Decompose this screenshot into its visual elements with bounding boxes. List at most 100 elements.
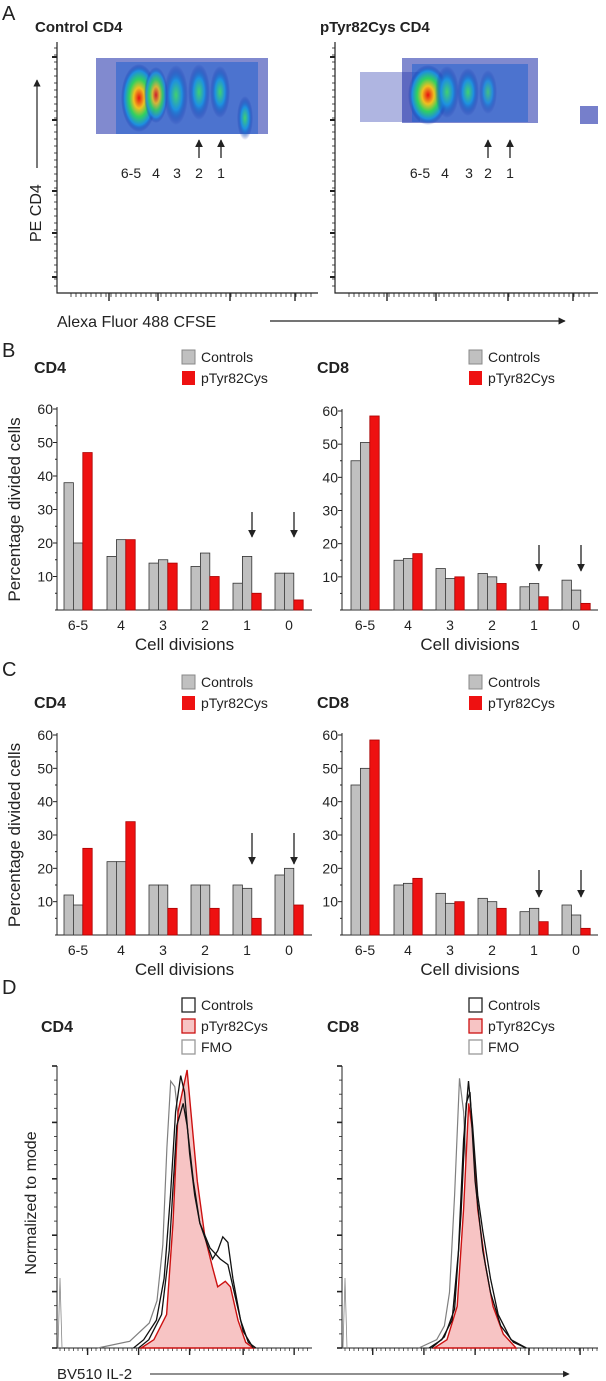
legend-label: pTyr82Cys bbox=[201, 695, 268, 711]
bar-pTyr82Cys-1 bbox=[251, 917, 262, 936]
bar-control2-0 bbox=[571, 589, 582, 611]
peak-4-blob bbox=[144, 67, 168, 123]
bar-control2-2 bbox=[486, 901, 498, 936]
y-tick-label: 30 bbox=[322, 827, 338, 843]
x-tick-label: 2 bbox=[488, 942, 496, 958]
panel-a-right-title: pTyr82Cys CD4 bbox=[320, 19, 430, 36]
histogram-control bbox=[138, 1103, 254, 1349]
panel-letter-c: C bbox=[2, 659, 16, 681]
y-tick-label: 30 bbox=[37, 502, 53, 518]
bar-pTyr82Cys-0 bbox=[580, 602, 591, 611]
bar-control1-2 bbox=[477, 573, 488, 611]
bar-control2-3 bbox=[157, 884, 169, 936]
legend-label: pTyr82Cys bbox=[201, 1018, 268, 1034]
scatter-cloud-edge bbox=[580, 106, 598, 124]
x-tick-label: 4 bbox=[117, 942, 125, 958]
y-tick-label: 10 bbox=[322, 569, 338, 585]
histogram-control bbox=[431, 1091, 527, 1349]
bar-pTyr82Cys-4 bbox=[412, 877, 423, 936]
peak-3-blob bbox=[164, 65, 188, 125]
legend-swatch-pTyr82Cys bbox=[469, 696, 482, 710]
bar-control1-0 bbox=[274, 572, 285, 611]
fmo-edge-spike bbox=[342, 1277, 348, 1349]
x-tick-label: 1 bbox=[243, 942, 251, 958]
x-axis-label: BV510 IL-2 bbox=[57, 1366, 132, 1381]
y-tick-label: 20 bbox=[37, 860, 53, 876]
y-tick-label: 30 bbox=[322, 503, 338, 519]
bar-pTyr82Cys-2 bbox=[496, 583, 507, 611]
panel-letter-d: D bbox=[2, 977, 16, 999]
y-tick-label: 60 bbox=[37, 401, 53, 417]
bar-pTyr82Cys-2 bbox=[209, 576, 220, 611]
peak-label: 2 bbox=[195, 165, 203, 181]
peak-label: 6-5 bbox=[410, 165, 430, 181]
bar-pTyr82Cys-0 bbox=[580, 927, 591, 936]
bar-control2-1 bbox=[529, 907, 540, 936]
chart-title: CD4 bbox=[34, 695, 66, 712]
x-tick-label: 0 bbox=[285, 617, 293, 633]
bar-control2-4 bbox=[402, 558, 414, 611]
x-tick-label: 4 bbox=[404, 942, 412, 958]
bar-pTyr82Cys-6-5 bbox=[82, 847, 93, 936]
y-tick-label: 30 bbox=[37, 827, 53, 843]
x-tick-label: 3 bbox=[446, 617, 454, 633]
peak-2-blob bbox=[479, 70, 497, 114]
y-tick-label: 40 bbox=[37, 468, 53, 484]
bar-control2-4 bbox=[116, 861, 127, 936]
legend-label: FMO bbox=[201, 1039, 232, 1055]
x-tick-label: 6-5 bbox=[68, 942, 88, 958]
bar-control2-2 bbox=[199, 552, 211, 611]
bar-control2-6-5 bbox=[73, 904, 84, 936]
y-tick-label: 20 bbox=[322, 536, 338, 552]
bar-pTyr82Cys-6-5 bbox=[369, 415, 380, 611]
histogram-D-CD8: CD8 Controls pTyr82Cys FMO bbox=[327, 997, 598, 1355]
legend-label: pTyr82Cys bbox=[488, 1018, 555, 1034]
peak-label: 1 bbox=[217, 165, 225, 181]
legend-label: pTyr82Cys bbox=[488, 695, 555, 711]
bar-control1-2 bbox=[190, 566, 201, 611]
bar-control1-1 bbox=[519, 586, 530, 611]
peak-3-blob bbox=[457, 68, 479, 116]
legend-label: Controls bbox=[201, 674, 253, 690]
bar-pTyr82Cys-1 bbox=[251, 592, 262, 611]
peak-label: 3 bbox=[465, 165, 473, 181]
y-tick-label: 50 bbox=[322, 436, 338, 452]
legend-label: pTyr82Cys bbox=[201, 370, 268, 386]
chart-title: CD4 bbox=[41, 1019, 73, 1036]
legend-label: Controls bbox=[488, 674, 540, 690]
chart-title: CD8 bbox=[327, 1019, 359, 1036]
legend-swatch-pTyr82Cys bbox=[182, 371, 195, 385]
legend-label: Controls bbox=[201, 349, 253, 365]
legend-swatch-pTyr82Cys bbox=[182, 696, 195, 710]
y-axis-label: Percentage divided cells bbox=[5, 417, 24, 601]
legend-swatch-Controls bbox=[181, 997, 196, 1013]
x-tick-label: 4 bbox=[117, 617, 125, 633]
pTyr82Cys-cd4-density-plot: 6-5 4 3 2 1 bbox=[334, 42, 598, 294]
bar-pTyr82Cys-4 bbox=[125, 539, 136, 611]
bar-pTyr82Cys-0 bbox=[293, 904, 304, 936]
bar-control1-6-5 bbox=[63, 482, 74, 611]
bar-control2-4 bbox=[402, 882, 414, 936]
histogram-pTyr82Cys bbox=[431, 1103, 518, 1349]
bar-control1-6-5 bbox=[350, 784, 361, 936]
peak-label: 3 bbox=[173, 165, 181, 181]
y-tick-label: 60 bbox=[322, 403, 338, 419]
bar-control2-1 bbox=[529, 583, 540, 611]
bar-control1-3 bbox=[435, 892, 446, 936]
x-tick-label: 4 bbox=[404, 617, 412, 633]
bar-control1-1 bbox=[519, 911, 530, 936]
bar-control2-6-5 bbox=[73, 542, 84, 611]
bar-control1-6-5 bbox=[350, 460, 361, 611]
peak-label: 2 bbox=[484, 165, 492, 181]
bar-control2-2 bbox=[199, 884, 211, 936]
legend-label: Controls bbox=[201, 997, 253, 1013]
legend-label: Controls bbox=[488, 997, 540, 1013]
x-tick-label: 2 bbox=[201, 942, 209, 958]
x-tick-label: 1 bbox=[530, 617, 538, 633]
x-tick-label: 2 bbox=[488, 617, 496, 633]
legend-swatch-FMO bbox=[181, 1039, 196, 1055]
y-tick-label: 50 bbox=[37, 760, 53, 776]
